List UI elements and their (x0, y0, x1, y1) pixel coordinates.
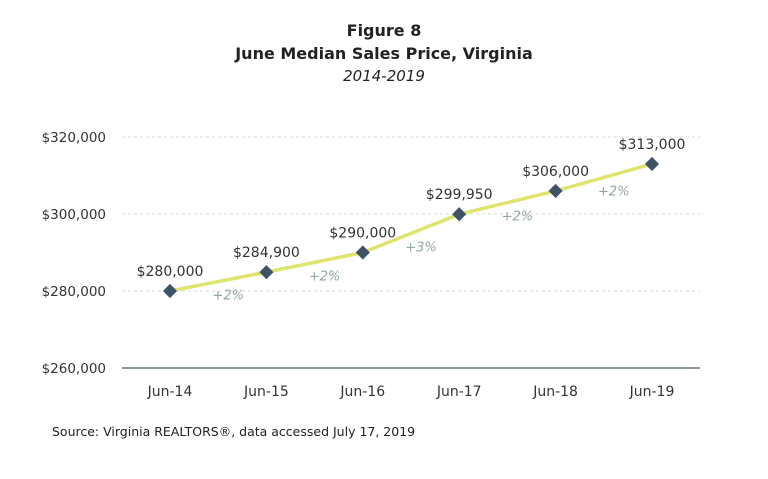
change-label: +2% (309, 269, 341, 284)
chart-title: Figure 8 (346, 21, 422, 40)
series-line (169, 162, 653, 293)
data-label: $280,000 (137, 264, 204, 280)
y-tick-label: $260,000 (42, 361, 106, 377)
data-label: $284,900 (233, 245, 300, 261)
data-point-marker (162, 283, 178, 299)
change-label: +2% (212, 289, 244, 304)
y-tick-label: $300,000 (42, 207, 106, 223)
change-label: +2% (502, 210, 534, 225)
chart-subtitle: June Median Sales Price, Virginia (235, 44, 533, 63)
data-point-marker (644, 156, 660, 172)
x-tick-label: Jun-18 (532, 384, 578, 400)
x-tick-label: Jun-19 (629, 384, 675, 400)
change-label: +3% (405, 240, 437, 255)
data-point-marker (259, 265, 274, 280)
data-label: $313,000 (619, 137, 686, 153)
x-tick-label: Jun-16 (339, 384, 385, 400)
source-note: Source: Virginia REALTORS®, data accesse… (52, 424, 416, 439)
x-tick-label: Jun-15 (243, 384, 289, 400)
data-point-marker (355, 245, 370, 260)
y-tick-label: $280,000 (42, 284, 106, 300)
data-label: $299,950 (426, 187, 493, 203)
data-point-marker (452, 207, 467, 222)
data-label: $290,000 (329, 226, 396, 242)
data-label: $306,000 (522, 164, 589, 180)
change-label: +2% (598, 184, 630, 199)
y-tick-label: $320,000 (42, 130, 106, 146)
x-tick-label: Jun-14 (147, 384, 193, 400)
x-tick-label: Jun-17 (436, 384, 482, 400)
chart-date-range: 2014-2019 (343, 67, 425, 85)
data-point-marker (548, 183, 563, 198)
